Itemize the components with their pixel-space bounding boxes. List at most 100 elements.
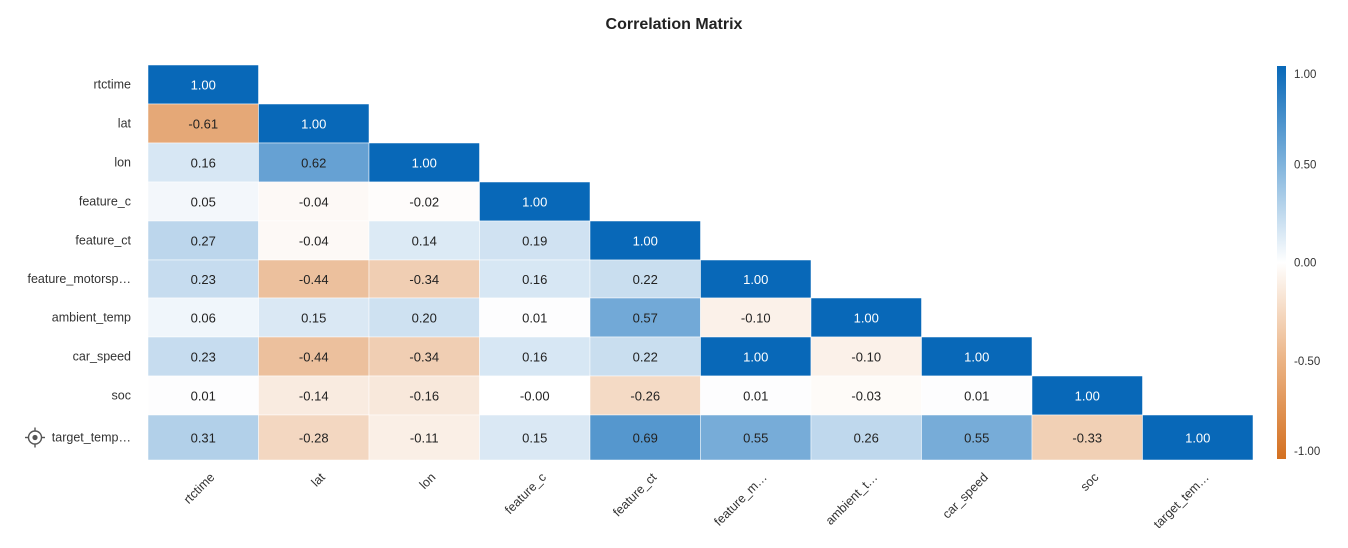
cell-value-label: 0.19 [522,234,547,249]
cell-value-label: -0.11 [410,431,439,446]
cell-value-label: 1.00 [1075,389,1100,404]
column-label: target_tem… [1151,470,1212,531]
heatmap-cell [921,414,1033,461]
column-label: feature_c [502,470,549,517]
heatmap-cell [258,181,370,222]
colorbar-tick-label: 0.50 [1294,159,1316,171]
cell-value-label: -0.34 [409,272,439,287]
heatmap-cell [921,375,1033,416]
cell-value-label: 1.00 [854,311,879,326]
cell-value-label: 1.00 [522,195,547,210]
heatmap-cell [368,220,480,261]
cell-value-label: -0.02 [409,195,439,210]
cell-value-label: -0.16 [409,389,439,404]
cell-value-label: 0.22 [633,350,658,365]
cell-value-label: -0.10 [851,350,881,365]
cell-value-label: 0.69 [633,431,658,446]
heatmap-cell [700,414,812,461]
heatmap-cell [368,181,480,222]
cell-value-label: -0.04 [299,234,329,249]
chart-title: Correlation Matrix [605,16,743,33]
cell-value-label: 0.01 [964,389,989,404]
cell-value-label: 1.00 [301,117,326,132]
row-label: rtctime [94,78,132,92]
heatmap-cell [147,297,259,338]
cell-value-label: 1.00 [743,350,768,365]
heatmap-cell [810,375,922,416]
column-label: feature_m… [711,470,770,529]
heatmap-cell [589,414,701,461]
colorbar-tick-label: 0.00 [1294,258,1316,270]
cell-value-label: 0.20 [412,311,437,326]
heatmap-cell [589,336,701,377]
cell-value-label: -0.14 [299,389,329,404]
cell-value-label: 1.00 [743,272,768,287]
heatmap-cell [1031,375,1143,416]
column-label: car_speed [940,470,991,521]
cell-value-label: 0.22 [633,272,658,287]
column-label: lon [417,470,439,492]
cell-value-label: 0.16 [522,272,547,287]
cell-value-label: 1.00 [412,156,437,171]
heatmap-cell [1142,414,1254,461]
heatmap-cell [147,375,259,416]
cell-value-label: 0.14 [412,234,437,249]
heatmap-cell [479,220,591,261]
heatmap-cell [258,103,370,144]
heatmap-cell [479,336,591,377]
heatmap-cell [368,297,480,338]
cell-value-label: 0.27 [191,234,216,249]
row-label: car_speed [73,350,131,364]
row-label: lat [118,117,132,131]
column-label: feature_ct [610,470,660,520]
column-label: lat [309,470,329,490]
cell-value-label: -0.44 [299,350,329,365]
row-label: feature_c [79,195,131,209]
heatmap-cell [258,142,370,183]
cell-value-label: 0.16 [522,350,547,365]
heatmap-cell [589,297,701,338]
cell-value-label: -0.03 [851,389,881,404]
cell-value-label: -0.26 [630,389,660,404]
cell-value-label: 0.55 [964,431,989,446]
cell-value-label: 0.55 [743,431,768,446]
heatmap-cell [147,64,259,105]
cell-value-label: 0.23 [191,350,216,365]
heatmap-cell [810,414,922,461]
heatmap-cell [368,142,480,183]
cell-value-label: 0.23 [191,272,216,287]
cell-value-label: 1.00 [1185,431,1210,446]
cell-value-label: 0.05 [191,195,216,210]
cell-value-label: 0.01 [191,389,216,404]
cell-value-label: 0.26 [854,431,879,446]
cell-value-label: 1.00 [964,350,989,365]
cell-value-label: 1.00 [633,234,658,249]
row-label: feature_motorsp… [27,272,131,286]
heatmap-cell [147,220,259,261]
heatmap-cell [700,259,812,299]
cell-value-label: -0.61 [188,117,218,132]
cell-value-label: -0.33 [1072,431,1102,446]
column-label: rtctime [181,470,217,506]
heatmap-cell [147,336,259,377]
cell-value-label: 0.01 [522,311,547,326]
column-label: soc [1078,470,1102,494]
target-icon [25,427,45,448]
heatmap-cell [589,375,701,416]
heatmap-cell [810,297,922,338]
cells-layer: 1.00 -0.61 1.00 0.16 0.62 1.00 0.05 -0.04 -0.02 1… [147,64,1254,461]
cell-value-label: -0.34 [409,350,439,365]
row-label: feature_ct [75,234,131,248]
cell-value-label: 0.62 [301,156,326,171]
heatmap-cell [479,259,591,299]
heatmap-cell [700,336,812,377]
cell-value-label: 0.01 [743,389,768,404]
heatmap-cell [921,336,1033,377]
heatmap-cell [147,414,259,461]
cell-value-label: 1.00 [191,78,216,93]
heatmap-cell [368,336,480,377]
heatmap-cell [810,336,922,377]
heatmap-cell [589,220,701,261]
